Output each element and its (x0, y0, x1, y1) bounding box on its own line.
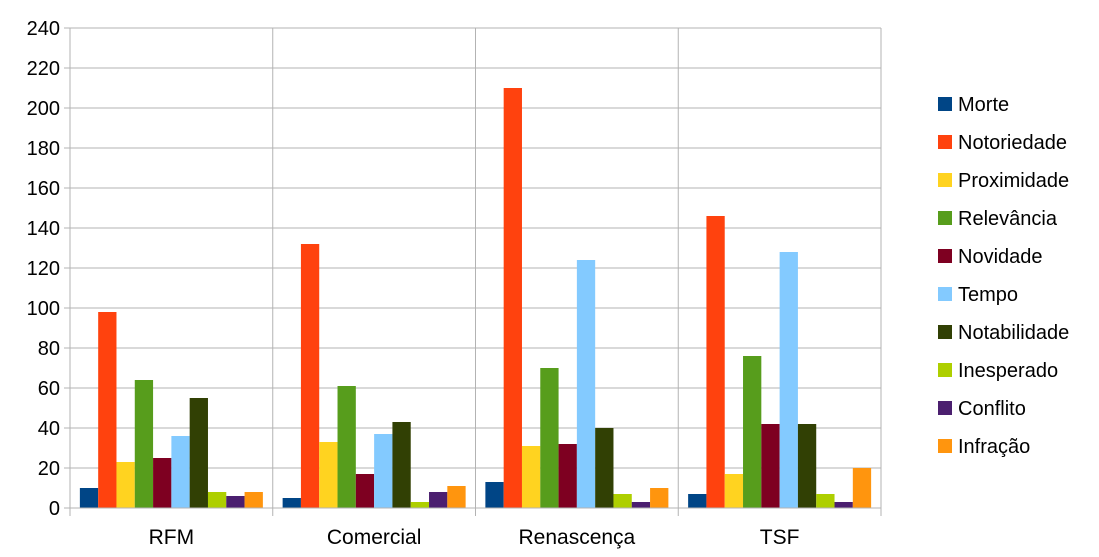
y-tick-label: 200 (27, 98, 60, 120)
legend-label: Notabilidade (958, 322, 1069, 344)
y-tick-label: 120 (27, 258, 60, 280)
bar-rfm-infra-o (244, 492, 263, 508)
bar-rfm-notabilidade (189, 398, 208, 508)
bar-renascen-a-proximidade (521, 446, 541, 508)
legend-swatch (938, 439, 952, 453)
bar-comercial-infra-o (447, 486, 466, 508)
bar-rfm-notoriedade (98, 312, 117, 508)
bar-rfm-relev-ncia (134, 380, 154, 508)
bar-comercial-notoriedade (300, 244, 320, 508)
bar-rfm-proximidade (116, 462, 135, 508)
bar-tsf-relev-ncia (743, 356, 762, 508)
legend-label: Relevância (958, 208, 1058, 230)
y-tick-label: 100 (27, 298, 60, 320)
bar-comercial-notabilidade (392, 422, 411, 508)
legend: Morte Notoriedade Proximidade Relevância Nov… (938, 94, 1069, 458)
x-tick-label: Renascença (519, 526, 636, 549)
bar-rfm-novidade (153, 458, 172, 508)
bar-comercial-conflito (429, 492, 448, 508)
bar-rfm-inesperado (207, 492, 227, 508)
bar-renascen-a-notoriedade (503, 88, 522, 508)
y-tick-label: 80 (38, 338, 60, 360)
legend-label: Novidade (958, 246, 1043, 268)
legend-label: Notoriedade (958, 132, 1067, 154)
bar-tsf-conflito (834, 502, 853, 508)
bar-rfm-morte (79, 488, 99, 508)
bar-tsf-notoriedade (706, 216, 725, 508)
bar-comercial-novidade (355, 474, 375, 508)
bar-rfm-conflito (226, 496, 245, 508)
axes (64, 27, 881, 509)
y-tick-label: 220 (27, 58, 60, 80)
bar-renascen-a-novidade (558, 444, 577, 508)
legend-label: Infração (958, 436, 1030, 458)
bar-tsf-notabilidade (797, 424, 817, 508)
y-tick-label: 140 (27, 218, 60, 240)
bar-comercial-morte (282, 498, 301, 508)
legend-swatch (938, 249, 952, 263)
legend-swatch (938, 287, 952, 301)
bar-tsf-novidade (761, 424, 780, 508)
legend-label: Proximidade (958, 170, 1069, 192)
y-tick-label: 160 (27, 178, 60, 200)
bar-renascen-a-relev-ncia (540, 368, 559, 508)
bar-renascen-a-conflito (631, 502, 651, 508)
bar-renascen-a-infra-o (650, 488, 669, 508)
y-axis-tick-labels: 0 20 40 60 80 100 120 140 160 180 200 220 240 (27, 18, 60, 520)
bar-comercial-tempo (374, 434, 393, 508)
bar-tsf-proximidade (724, 474, 744, 508)
bar-renascen-a-inesperado (613, 494, 632, 508)
y-tick-label: 0 (49, 498, 60, 520)
y-tick-label: 60 (38, 378, 60, 400)
bar-tsf-morte (688, 494, 707, 508)
y-tick-label: 180 (27, 138, 60, 160)
bar-comercial-inesperado (410, 502, 430, 508)
y-tick-label: 240 (27, 18, 60, 40)
y-tick-label: 20 (38, 458, 60, 480)
bar-comercial-proximidade (319, 442, 338, 508)
legend-swatch (938, 211, 952, 225)
y-tick-label: 40 (38, 418, 60, 440)
legend-label: Tempo (958, 284, 1018, 306)
legend-swatch (938, 135, 952, 149)
bar-renascen-a-tempo (576, 260, 596, 508)
legend-label: Morte (958, 94, 1009, 116)
legend-swatch (938, 401, 952, 415)
bar-rfm-tempo (171, 436, 190, 508)
legend-swatch (938, 363, 952, 377)
legend-swatch (938, 173, 952, 187)
legend-label: Conflito (958, 398, 1026, 420)
x-axis-tick-labels: RFM Comercial Renascença TSF (149, 526, 800, 549)
bar-tsf-infra-o (852, 468, 872, 508)
bar-tsf-tempo (779, 252, 798, 508)
legend-swatch (938, 325, 952, 339)
x-tick-label: RFM (149, 526, 195, 549)
bar-tsf-inesperado (816, 494, 835, 508)
bars (79, 88, 872, 508)
bar-renascen-a-notabilidade (595, 428, 614, 508)
bar-renascen-a-morte (485, 482, 504, 508)
bar-comercial-relev-ncia (337, 386, 356, 508)
legend-label: Inesperado (958, 360, 1058, 382)
x-tick-label: Comercial (327, 526, 422, 549)
x-tick-label: TSF (760, 526, 800, 549)
legend-swatch (938, 97, 952, 111)
